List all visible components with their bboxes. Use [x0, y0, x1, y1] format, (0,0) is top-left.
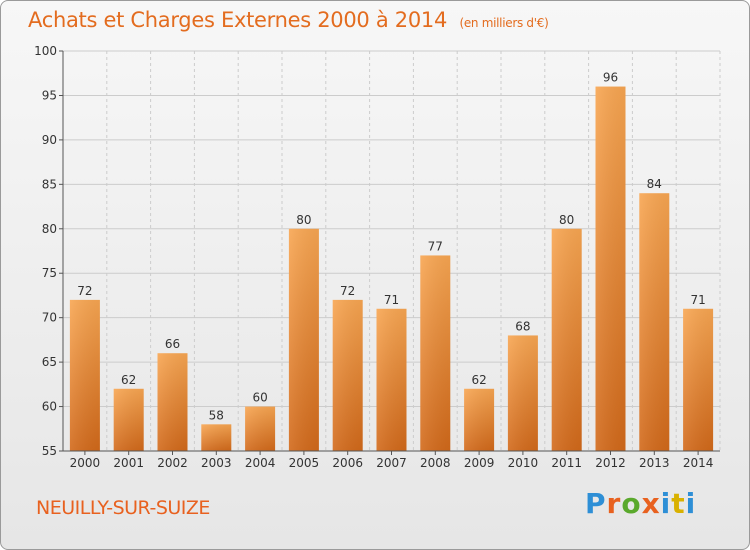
- bar-shade: [507, 335, 538, 451]
- data-label: 80: [296, 213, 311, 227]
- y-tick-label: 60: [42, 400, 57, 414]
- x-tick-label: 2010: [508, 456, 539, 470]
- data-label: 96: [603, 71, 618, 85]
- logo-letter: r: [606, 487, 622, 520]
- y-tick-label: 75: [42, 266, 57, 280]
- bar-shade: [376, 308, 407, 451]
- x-tick-label: 2011: [551, 456, 582, 470]
- chart-title: Achats et Charges Externes 2000 à 2014 (…: [28, 8, 549, 32]
- chart-subtitle: (en milliers d'€): [459, 16, 549, 30]
- y-tick-label: 95: [42, 88, 57, 102]
- x-tick-label: 2002: [157, 456, 188, 470]
- x-tick-label: 2003: [201, 456, 232, 470]
- data-label: 84: [647, 177, 662, 191]
- data-label: 71: [690, 293, 705, 307]
- x-tick-label: 2012: [595, 456, 626, 470]
- axis-layer: 55 60 65 70 75 80 85 90 95 100 2000 2001 2002 2003 200…: [34, 44, 720, 470]
- y-tick-label: 70: [42, 311, 57, 325]
- y-tick-label: 90: [42, 133, 57, 147]
- data-label: 71: [384, 293, 399, 307]
- logo-letter: i: [685, 487, 697, 520]
- x-tick-label: 2006: [332, 456, 363, 470]
- logo-letter: x: [641, 487, 661, 520]
- x-tick-label: 2008: [420, 456, 451, 470]
- x-tick-label: 2005: [289, 456, 320, 470]
- data-label: 72: [340, 284, 355, 298]
- y-tick-label: 85: [42, 177, 57, 191]
- bar-shade: [245, 406, 276, 451]
- bar-shade: [332, 299, 363, 451]
- bar-layer: 72 62 66 58 60 80 72 71 77 62 68 80 96 84 71: [69, 71, 714, 452]
- y-tick-label: 65: [42, 355, 57, 369]
- x-tick-label: 2000: [70, 456, 101, 470]
- x-tick-label: 2007: [376, 456, 407, 470]
- logo-letter: o: [621, 487, 642, 520]
- bar-shade: [639, 193, 670, 451]
- bar-shade: [201, 424, 232, 451]
- commune-name: NEUILLY-SUR-SUIZE: [36, 497, 210, 519]
- bar-shade: [551, 228, 582, 451]
- bar-shade: [288, 228, 319, 451]
- data-label: 80: [559, 213, 574, 227]
- data-label: 77: [428, 239, 443, 253]
- bar-shade: [420, 255, 451, 451]
- data-label: 72: [77, 284, 92, 298]
- logo-letter: t: [671, 487, 686, 520]
- data-label: 66: [165, 337, 180, 351]
- bar-shade: [157, 353, 188, 451]
- x-tick-label: 2009: [464, 456, 495, 470]
- y-tick-label: 80: [42, 222, 57, 236]
- proxiti-logo: Proxiti: [585, 487, 696, 520]
- data-label: 58: [209, 408, 224, 422]
- x-tick-label: 2001: [113, 456, 144, 470]
- bar-shade: [464, 388, 495, 451]
- bar-shade: [595, 86, 626, 452]
- data-label: 60: [252, 391, 267, 405]
- data-label: 68: [515, 319, 530, 333]
- x-tick-label: 2004: [245, 456, 276, 470]
- data-label: 62: [121, 373, 136, 387]
- bar-shade: [69, 299, 100, 451]
- logo-letter: P: [585, 487, 607, 520]
- bar-shade: [113, 388, 144, 451]
- y-tick-label: 100: [34, 44, 57, 58]
- x-tick-label: 2013: [639, 456, 670, 470]
- bar-shade: [683, 308, 714, 451]
- data-label: 62: [471, 373, 486, 387]
- logo-letter: i: [660, 487, 672, 520]
- chart-title-text: Achats et Charges Externes 2000 à 2014: [28, 8, 448, 32]
- y-tick-label: 55: [42, 444, 57, 458]
- x-tick-label: 2014: [683, 456, 714, 470]
